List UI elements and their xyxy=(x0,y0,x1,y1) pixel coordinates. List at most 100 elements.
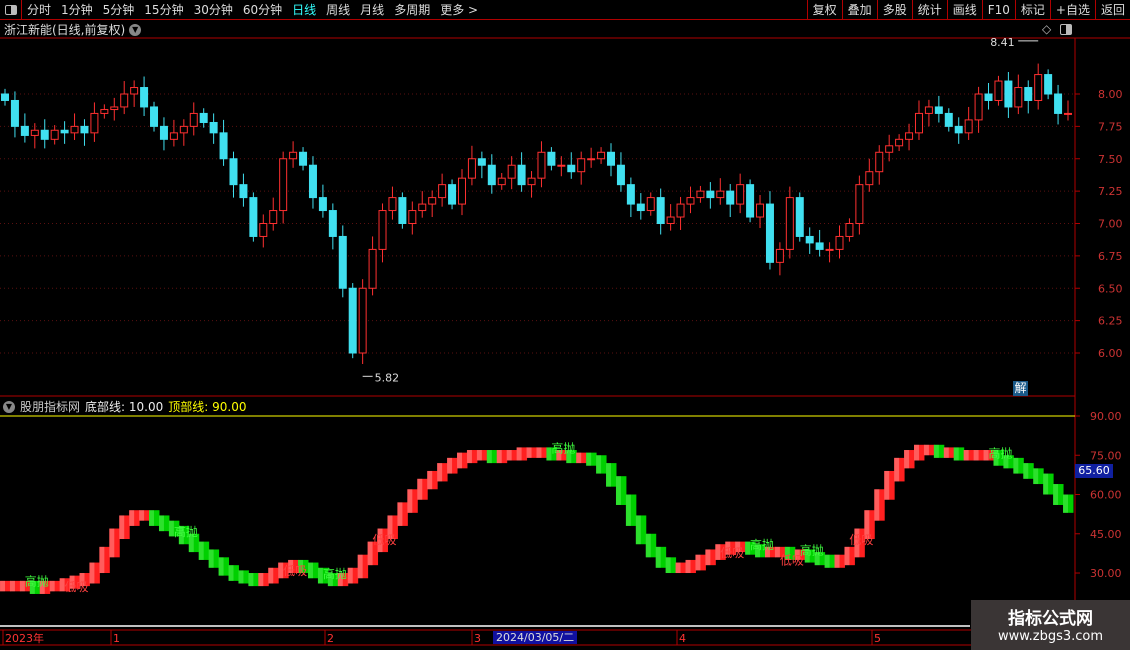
ribbon-highlight xyxy=(278,562,284,579)
toolbar-button[interactable]: 统计 xyxy=(911,0,947,20)
candle-body xyxy=(1054,93,1063,114)
period-tab[interactable]: 更多 > xyxy=(440,3,479,17)
time-axis-label: 2 xyxy=(327,632,334,645)
ribbon-highlight xyxy=(178,525,184,545)
indicator-ribbon-segment xyxy=(377,528,388,553)
ribbon-highlight xyxy=(119,515,125,539)
high-price-label: 8.41 xyxy=(990,36,1015,49)
indicator-ribbon-segment xyxy=(586,452,597,466)
candle-body xyxy=(696,190,705,199)
candle-body xyxy=(527,177,536,186)
indicator-ribbon-segment xyxy=(864,510,875,539)
candle-body xyxy=(70,125,79,134)
candle-body xyxy=(815,242,824,250)
candle-body xyxy=(1064,112,1072,115)
candle-body xyxy=(50,129,59,140)
candle-body xyxy=(736,184,745,205)
candle-body xyxy=(438,184,447,199)
price-axis-label: 8.00 xyxy=(1098,88,1123,101)
toolbar-button[interactable]: 画线 xyxy=(946,0,982,20)
candle-body xyxy=(964,119,973,134)
chevron-down-icon[interactable]: ▼ xyxy=(3,400,15,413)
indicator-ribbon-segment xyxy=(357,554,369,579)
ribbon-highlight xyxy=(774,546,780,558)
ribbon-highlight xyxy=(735,541,741,553)
period-tab[interactable]: 多周期 xyxy=(394,3,431,17)
chevron-down-icon[interactable]: ▼ xyxy=(129,23,142,36)
indicator-current-value: 65.60 xyxy=(1075,464,1113,478)
candle-body xyxy=(775,248,784,263)
period-tab[interactable]: 5分钟 xyxy=(102,3,135,17)
candle-body xyxy=(477,158,486,166)
period-tab[interactable]: 分时 xyxy=(27,3,52,17)
candle-body xyxy=(636,203,645,212)
candle-body xyxy=(368,248,377,289)
indicator-ribbon-segment xyxy=(486,450,498,464)
indicator-name[interactable]: 股朋指标网 xyxy=(20,400,81,414)
price-axis-label: 6.00 xyxy=(1098,347,1123,360)
ribbon-highlight xyxy=(794,549,800,560)
toolbar-button[interactable]: 复权 xyxy=(806,0,842,20)
indicator-ribbon-segment xyxy=(1053,484,1064,505)
candle-body xyxy=(1014,87,1023,108)
indicator-ribbon-segment xyxy=(933,444,945,458)
ribbon-highlight xyxy=(387,515,393,539)
ribbon-highlight xyxy=(129,510,135,526)
indicator-ribbon-segment xyxy=(298,559,309,574)
period-tab[interactable]: 1分钟 xyxy=(61,3,93,17)
candle-body xyxy=(785,197,794,250)
period-tab[interactable]: 60分钟 xyxy=(242,3,283,17)
ribbon-highlight xyxy=(864,510,870,539)
signal-label: 高抛 xyxy=(988,445,1012,460)
indicator-ribbon-segment xyxy=(1003,455,1014,469)
candle-body xyxy=(299,151,308,166)
toolbar-button[interactable]: F10 xyxy=(981,0,1015,20)
price-axis-label: 6.75 xyxy=(1098,250,1123,263)
candle-body xyxy=(418,203,427,212)
ribbon-highlight xyxy=(874,489,880,521)
candle-body xyxy=(150,106,159,127)
ribbon-highlight xyxy=(1003,455,1009,469)
time-axis-label: 1 xyxy=(113,632,120,645)
sidebar-toggle-button[interactable] xyxy=(0,0,22,20)
ribbon-highlight xyxy=(466,450,472,464)
candle-body xyxy=(60,129,69,134)
badge-jie[interactable]: 解 xyxy=(1013,381,1028,396)
price-axis-label: 7.25 xyxy=(1098,185,1123,198)
indicator-ribbon-segment xyxy=(407,489,418,513)
candle-body xyxy=(895,138,904,147)
ribbon-highlight xyxy=(139,510,145,521)
candle-body xyxy=(249,197,258,237)
cursor-date: 2024/03/05/二 xyxy=(493,631,578,644)
indicator-ribbon-segment xyxy=(615,476,627,505)
candle-body xyxy=(457,177,466,205)
indicator-ribbon-segment xyxy=(367,541,379,566)
toolbar-button[interactable]: 多股 xyxy=(876,0,912,20)
period-tab[interactable]: 月线 xyxy=(360,3,385,17)
period-tab[interactable]: 周线 xyxy=(326,3,351,17)
diamond-icon[interactable]: ◇ xyxy=(1042,22,1052,36)
ribbon-highlight xyxy=(228,565,234,581)
candle-body xyxy=(110,106,119,111)
candle-body xyxy=(448,184,457,205)
toolbar-button[interactable]: 叠加 xyxy=(841,0,877,20)
candle-body xyxy=(338,235,347,289)
signal-label: 高抛 xyxy=(174,524,198,539)
indicator-axis-label: 30.00 xyxy=(1090,567,1122,580)
ribbon-highlight xyxy=(695,554,701,571)
toolbar-button[interactable]: 标记 xyxy=(1014,0,1050,20)
period-tab[interactable]: 日线 xyxy=(292,3,317,17)
ribbon-highlight xyxy=(1043,473,1049,495)
watermark-url: www.zbgs3.com xyxy=(997,629,1104,644)
ribbon-highlight xyxy=(79,573,85,587)
indicator-ribbon-segment xyxy=(218,557,230,576)
ribbon-highlight xyxy=(943,447,949,458)
toolbar-button[interactable]: 返回 xyxy=(1094,0,1130,20)
period-tab[interactable]: 15分钟 xyxy=(144,3,184,17)
period-tab[interactable]: 30分钟 xyxy=(193,3,233,17)
toolbar-button[interactable]: +自选 xyxy=(1049,0,1095,20)
indicator-ribbon-segment xyxy=(89,562,100,584)
panel-icon[interactable] xyxy=(1060,24,1072,35)
indicator-ribbon-segment xyxy=(29,580,41,594)
